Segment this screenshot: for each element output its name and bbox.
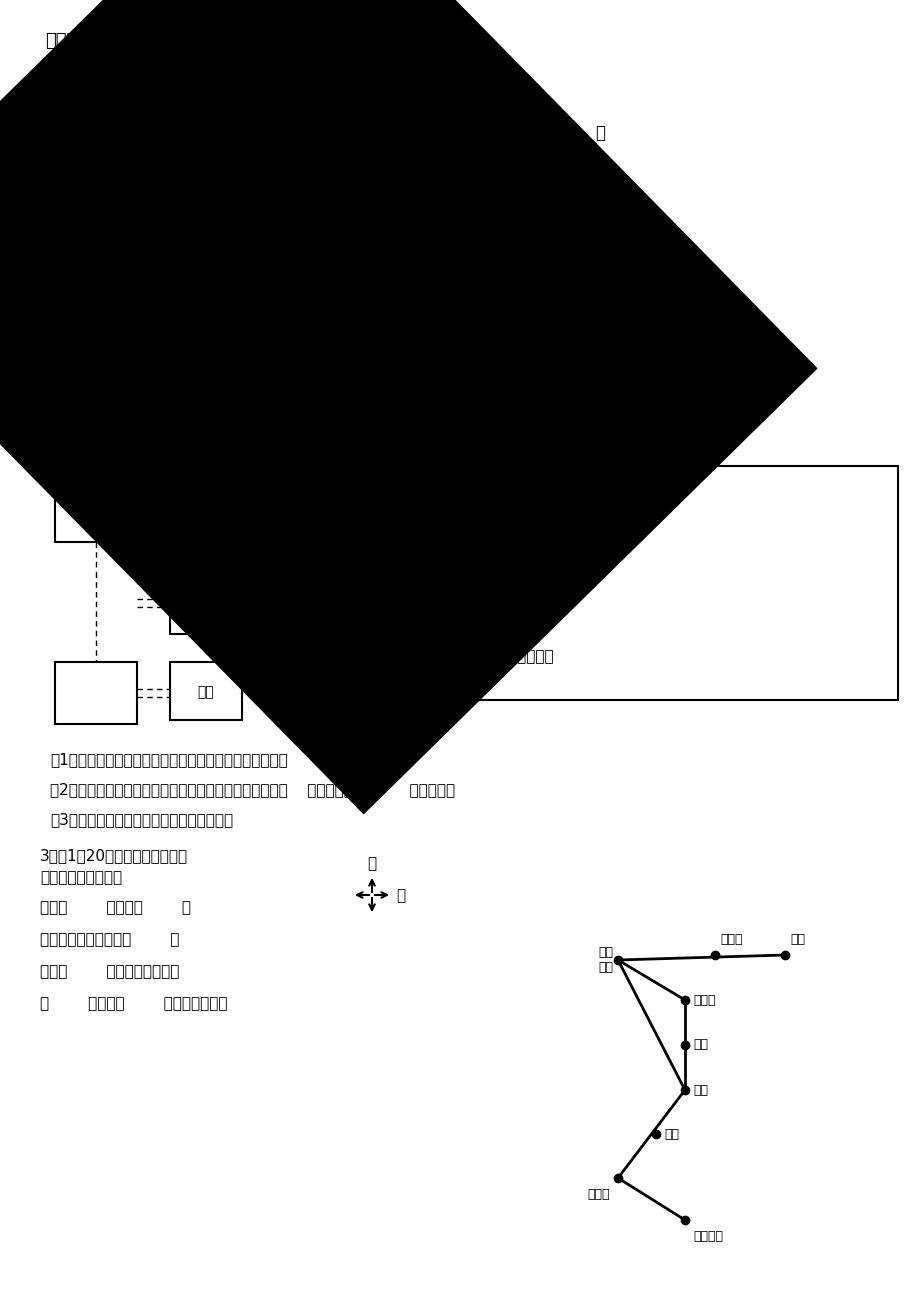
Text: 站到新新小区，再向（        ）: 站到新新小区，再向（ ） bbox=[40, 932, 179, 947]
Text: 先向（        ）行驶（        ）: 先向（ ）行驶（ ） bbox=[40, 900, 191, 915]
Text: ⑤虎山在小树林的西: ⑤虎山在小树林的西 bbox=[468, 648, 554, 663]
Text: 汽车站: 汽车站 bbox=[720, 934, 742, 947]
Text: 格格家: 格格家 bbox=[391, 335, 415, 348]
Text: 二、解决问题：: 二、解决问题： bbox=[45, 33, 120, 49]
Text: 北: 北 bbox=[367, 855, 376, 871]
Text: 东: 东 bbox=[395, 888, 404, 904]
Text: （1）奇奇向（    ）走（    ）米到电影院。: （1）奇奇向（ ）走（ ）米到电影院。 bbox=[50, 365, 244, 380]
Text: 南园: 南园 bbox=[664, 1128, 678, 1141]
Text: 60米: 60米 bbox=[190, 148, 219, 164]
Bar bbox=[460, 466, 897, 700]
Bar bbox=[170, 480, 252, 542]
Text: 大门: 大门 bbox=[198, 685, 214, 699]
Text: 3、（1）20路汽车从火车站到体: 3、（1）20路汽车从火车站到体 bbox=[40, 848, 187, 863]
Text: 奇奇家: 奇奇家 bbox=[519, 152, 544, 165]
Text: 图标：: 图标： bbox=[55, 92, 80, 105]
Bar bbox=[310, 578, 381, 635]
Text: 机场: 机场 bbox=[789, 934, 804, 947]
Bar bbox=[345, 480, 426, 542]
Text: 的西南角；: 的西南角； bbox=[468, 582, 528, 598]
Text: ①  鸟的天堂在小树林: ① 鸟的天堂在小树林 bbox=[468, 473, 563, 487]
Text: 火车站: 火车站 bbox=[587, 1187, 609, 1200]
Text: （        ）行驶（        ）站到体育馆。: （ ）行驶（ ）站到体育馆。 bbox=[40, 996, 227, 1010]
Text: ②熊猫馆在小树林: ②熊猫馆在小树林 bbox=[468, 516, 545, 531]
Text: （1）根据上面的描述，用序号在方框中标出它们的位置。: （1）根据上面的描述，用序号在方框中标出它们的位置。 bbox=[50, 753, 288, 767]
Bar bbox=[170, 572, 256, 634]
Text: 的东北角；: 的东北角； bbox=[468, 493, 513, 509]
Text: 体育馆: 体育馆 bbox=[692, 993, 715, 1006]
Text: 图：皮皮家: 图：皮皮家 bbox=[55, 260, 93, 273]
Text: 1、三个小朋友都从家出发去看电影，请你根据下图填一填。: 1、三个小朋友都从家出发去看电影，请你根据下图填一填。 bbox=[45, 55, 315, 73]
Text: 书店: 书店 bbox=[278, 336, 295, 350]
Text: （2）小明从大门进去，想到虎山去玩，那么他可以先向（    ）方向走，再朝（      ）方向走。: （2）小明从大门进去，想到虎山去玩，那么他可以先向（ ）方向走，再朝（ ）方向走… bbox=[50, 783, 455, 797]
Text: ③海底世界在小树林: ③海底世界在小树林 bbox=[468, 560, 554, 575]
Text: 图标 小
树林: 图标 小 树林 bbox=[199, 589, 226, 617]
Text: （3）请你写一写从大门到鸟的天堂的路线：: （3）请你写一写从大门到鸟的天堂的路线： bbox=[50, 812, 233, 827]
Text: ④猴山在小树林的: ④猴山在小树林的 bbox=[468, 604, 545, 618]
Text: 北面；: 北面； bbox=[468, 626, 494, 641]
Text: 60米: 60米 bbox=[266, 242, 294, 258]
Text: 30米: 30米 bbox=[75, 203, 104, 217]
Bar bbox=[170, 661, 242, 720]
Text: 邮局: 邮局 bbox=[101, 152, 119, 165]
Text: 育馆的行驶路线是：: 育馆的行驶路线是： bbox=[40, 870, 122, 885]
Text: （3）皮皮向（    ）走（    ）米，再向（    ）走（    ）米到电影院。: （3）皮皮向（ ）走（ ）米，再向（ ）走（ ）米到电影院。 bbox=[50, 424, 366, 440]
Text: 新新小区: 新新小区 bbox=[692, 1230, 722, 1243]
Text: 2、根据描述填图。: 2、根据描述填图。 bbox=[45, 457, 135, 475]
Text: 菜场: 菜场 bbox=[692, 1083, 708, 1096]
Text: 行驶（        ）站到菜场，再向: 行驶（ ）站到菜场，再向 bbox=[40, 963, 179, 979]
Text: （2）格格向（    ）走（    ）米，再向（    ）走（    ）米到电影院。: （2）格格向（ ）走（ ）米，再向（ ）走（ ）米到电影院。 bbox=[50, 395, 366, 410]
Text: 医院: 医院 bbox=[692, 1039, 708, 1052]
Text: 北: 北 bbox=[595, 124, 605, 142]
Text: 北角。: 北角。 bbox=[468, 671, 494, 685]
Text: 20米: 20米 bbox=[327, 336, 356, 352]
Text: 的东面；: 的东面； bbox=[468, 538, 504, 553]
Bar bbox=[55, 661, 137, 724]
Text: 皮皮家: 皮皮家 bbox=[119, 254, 142, 267]
Text: 百货
商店: 百货 商店 bbox=[597, 947, 612, 974]
Text: 80米: 80米 bbox=[401, 148, 429, 164]
Bar bbox=[55, 480, 137, 542]
Text: 电影院: 电影院 bbox=[287, 152, 312, 165]
